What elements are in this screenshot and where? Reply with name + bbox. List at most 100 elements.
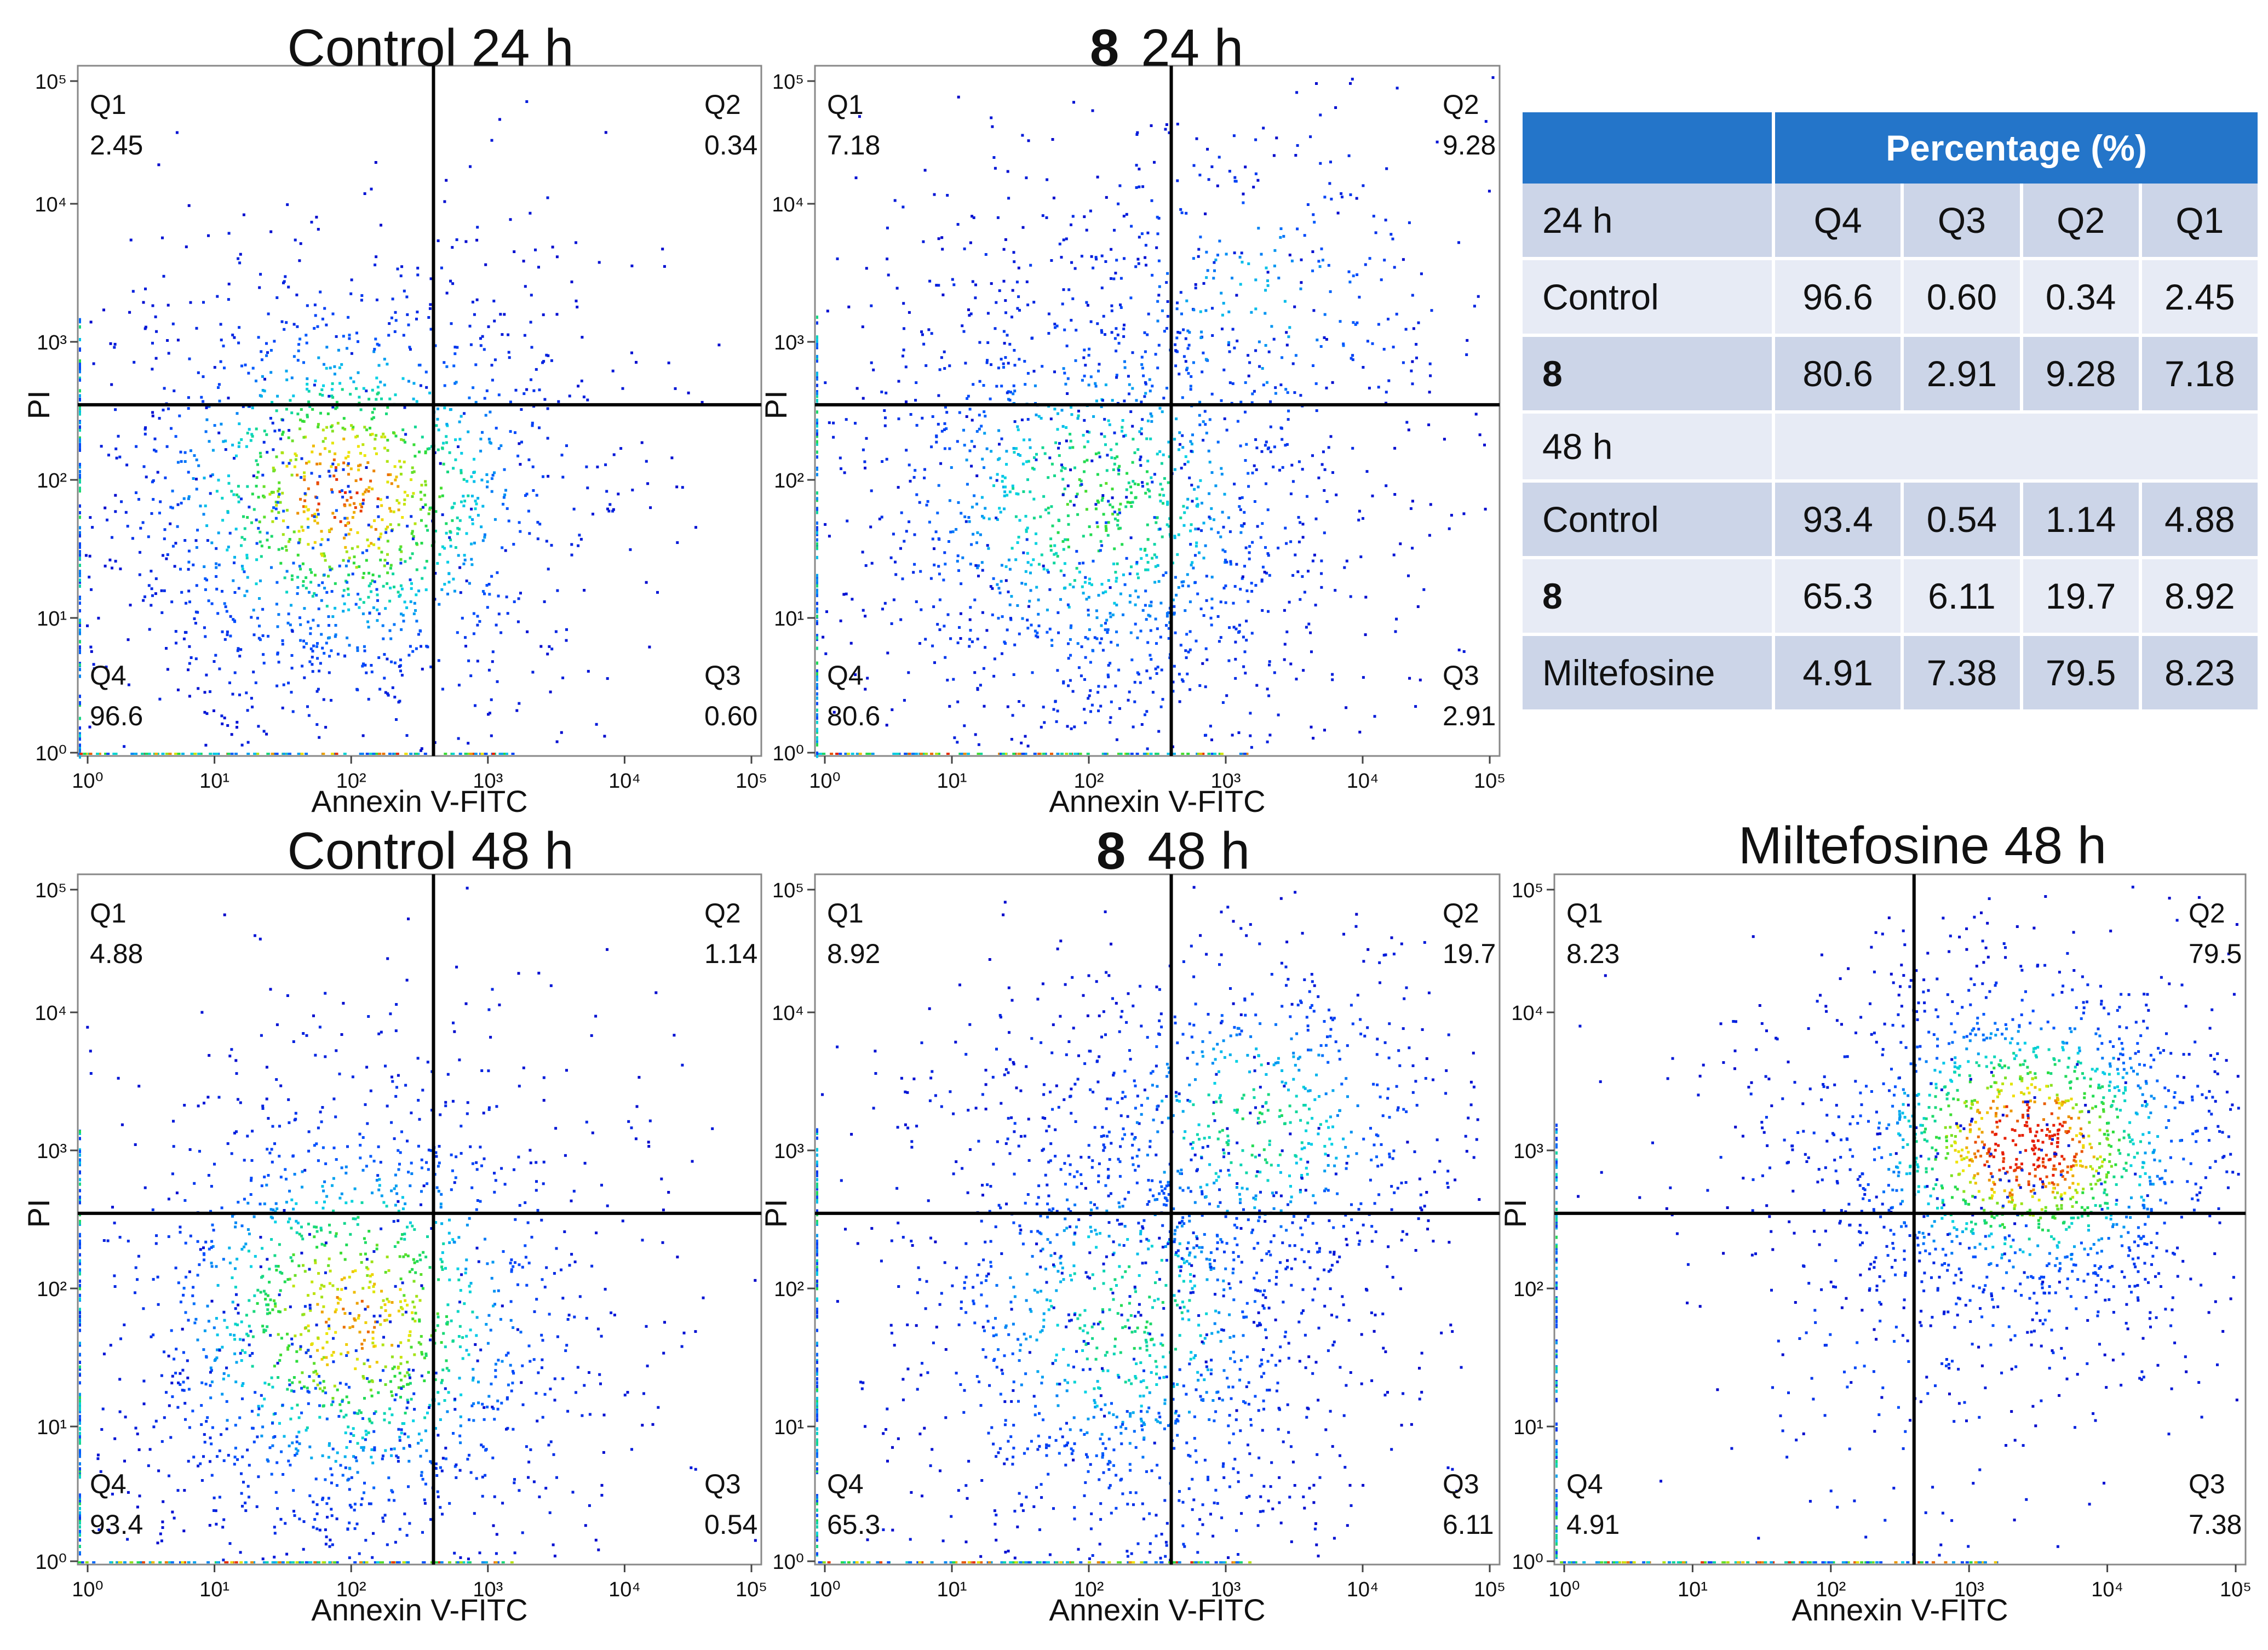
x-tick-label: 10⁵ [1474,770,1506,793]
event-dot [1343,566,1346,569]
event-dot [257,725,260,728]
event-dot [413,601,416,605]
event-dot [1219,636,1222,639]
event-dot [148,628,151,631]
event-dot [357,464,360,467]
event-dot [256,471,260,474]
event-dot [1227,343,1230,346]
event-dot [266,451,269,454]
event-dot [420,749,422,752]
event-dot [545,1266,548,1269]
event-dot [981,569,984,572]
event-dot [1179,208,1182,211]
event-dot [464,1268,468,1271]
event-dot [361,502,365,505]
event-dot [346,517,349,520]
event-dot [1229,560,1232,563]
event-dot [1128,392,1130,396]
event-dot [1175,307,1179,311]
event-dot [282,281,285,284]
event-dot [438,553,441,556]
event-dot [1083,348,1086,352]
event-dot [276,501,279,504]
event-dot [972,383,975,386]
event-dot [361,612,365,615]
edge-event [816,751,818,755]
event-dot [167,407,170,410]
event-dot [317,423,320,426]
event-dot [404,1253,407,1256]
event-dot [174,1267,177,1270]
event-dot [1083,445,1086,449]
event-dot [297,1264,301,1268]
event-dot [1131,351,1134,354]
event-dot [463,412,466,415]
event-dot [1190,443,1193,445]
event-dot [1402,361,1405,364]
event-dot [263,495,266,499]
event-dot [1193,488,1196,491]
event-dot [549,690,552,694]
event-dot [307,1329,310,1332]
event-dot [359,1144,362,1147]
event-dot [282,683,285,686]
event-dot [411,1317,415,1321]
event-dot [195,459,198,461]
event-dot [182,1287,186,1290]
event-dot [328,394,331,398]
event-dot [1136,483,1140,486]
event-dot [227,283,231,285]
event-dot [1135,133,1139,136]
event-dot [343,602,346,605]
event-dot [981,611,984,614]
event-dot [1260,578,1264,581]
event-dot [1320,247,1323,250]
event-dot [1062,288,1065,291]
event-dot [1145,710,1149,713]
event-dot [1017,266,1020,270]
event-dot [484,1448,487,1452]
event-dot [294,458,297,461]
event-dot [399,1300,402,1303]
event-dot [973,671,977,674]
event-dot [421,436,424,439]
event-dot [306,387,309,391]
event-dot [1284,388,1288,391]
event-dot [211,473,214,477]
event-dot [1368,257,1371,260]
edge-event [935,753,939,755]
event-dot [220,1206,223,1210]
event-dot [1222,368,1226,371]
edge-event [871,753,875,755]
event-dot [1016,541,1019,544]
event-dot [611,369,615,373]
event-dot [995,301,998,304]
event-dot [400,1306,403,1309]
event-dot [1047,312,1050,316]
event-dot [1180,312,1183,316]
event-dot [885,457,888,461]
event-dot [1224,558,1227,562]
event-dot [464,240,468,243]
event-dot [217,383,221,386]
event-dot [397,1386,400,1389]
event-dot [979,684,982,687]
event-dot [240,438,243,441]
event-dot [193,1321,197,1325]
event-dot [281,433,284,436]
event-dot [275,503,278,507]
event-dot [1140,723,1144,726]
edge-event [282,753,286,755]
event-dot [990,116,993,119]
event-dot [977,743,980,746]
event-dot [1297,460,1301,463]
edge-event [134,753,138,755]
event-dot [1026,618,1029,622]
event-dot [1157,259,1161,262]
event-dot [1087,614,1090,617]
event-dot [1098,363,1101,366]
event-dot [1077,414,1080,417]
edge-event [816,338,818,342]
event-dot [524,494,527,497]
event-dot [386,553,389,556]
